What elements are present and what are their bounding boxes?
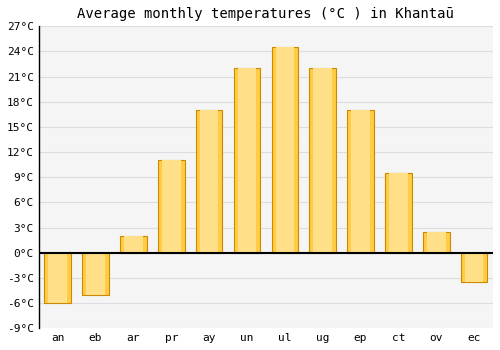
Bar [423,232,450,253]
Bar [427,232,446,253]
Bar [276,47,294,253]
Bar [389,173,407,253]
Bar [310,68,336,253]
Bar [200,110,218,253]
Bar [86,253,105,295]
Bar [48,253,67,303]
Bar [158,160,184,253]
Title: Average monthly temperatures (°C ) in Khantaū: Average monthly temperatures (°C ) in Kh… [78,7,454,21]
Bar [196,110,222,253]
Bar [314,68,332,253]
Bar [272,47,298,253]
Bar [465,253,483,282]
Bar [234,68,260,253]
Bar [82,253,109,295]
Bar [385,173,411,253]
Bar [352,110,370,253]
Bar [124,236,142,253]
Bar [461,253,487,282]
Bar [44,253,71,303]
Bar [238,68,256,253]
Bar [348,110,374,253]
Bar [162,160,180,253]
Bar [120,236,146,253]
